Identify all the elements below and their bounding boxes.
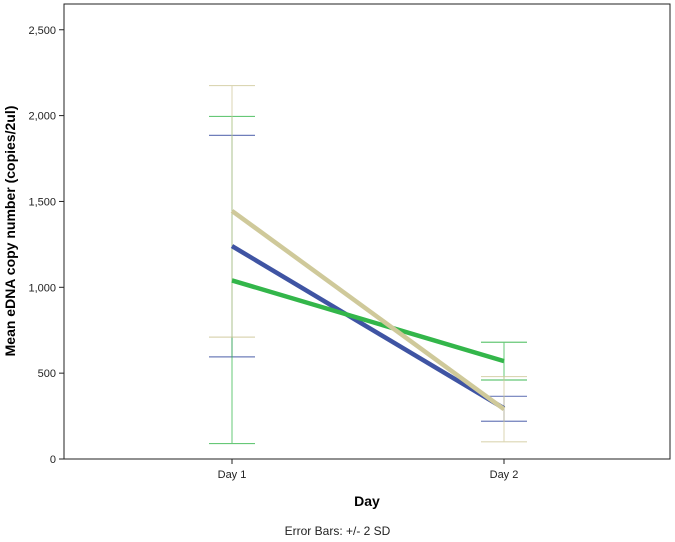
x-axis: Day 1 Day 2 xyxy=(218,459,519,481)
series-line xyxy=(230,244,506,411)
y-tick-label: 1,500 xyxy=(28,196,56,208)
x-tick-label: Day 2 xyxy=(490,469,519,481)
y-tick-label: 500 xyxy=(38,368,56,380)
y-tick-label: 2,000 xyxy=(28,111,56,123)
series-line xyxy=(231,278,505,364)
x-tick-label: Day 1 xyxy=(218,469,247,481)
x-axis-title: Day xyxy=(354,493,380,509)
y-tick-label: 0 xyxy=(50,454,56,466)
series-lines xyxy=(230,209,506,412)
series-line xyxy=(230,209,506,412)
error-bars-footnote: Error Bars: +/- 2 SD xyxy=(284,524,391,538)
y-axis-title: Mean eDNA copy number (copies/2ul) xyxy=(2,106,18,357)
error-bars xyxy=(209,84,527,445)
plot-area xyxy=(63,3,671,460)
y-tick-label: 1,000 xyxy=(28,282,56,294)
y-tick-label: 2,500 xyxy=(28,25,56,37)
y-axis: 0 500 1,000 1,500 2,000 2,500 xyxy=(28,25,64,466)
